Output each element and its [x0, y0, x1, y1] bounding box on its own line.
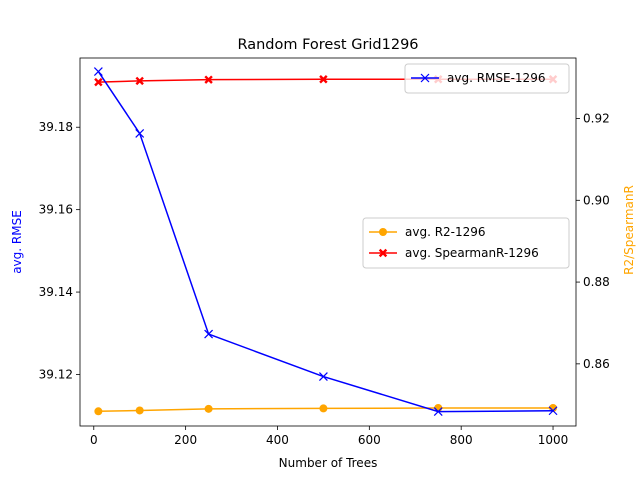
rmse-series-point: [204, 329, 214, 339]
y-right-tick-label: 0.86: [583, 357, 610, 371]
plot-area: 0 200 400 600 800 1000 39.12 39.14 39.16 39.18 0.8…: [39, 57, 610, 447]
legend-swatch-marker: [378, 248, 388, 258]
x-marker-stroke: [548, 406, 558, 416]
legend-swatch-marker: [420, 73, 430, 83]
x-tick-label: 1000: [538, 433, 569, 447]
r2-series-point: [319, 404, 328, 413]
spearman-series-point: [135, 76, 144, 86]
spearman-series-point: [319, 75, 328, 84]
legend-box: [362, 217, 570, 269]
legend-label: avg. RMSE-1296: [447, 71, 545, 85]
rmse-series-point: [548, 406, 558, 416]
chart-title: Random Forest Grid1296: [237, 37, 418, 53]
x-axis-title: Number of Trees: [279, 456, 378, 470]
y-left-tick-label: 39.18: [39, 120, 73, 134]
x-tick-label: 600: [358, 433, 381, 447]
rmse-series-point: [93, 67, 103, 77]
y-right-tick-label: 0.88: [583, 275, 610, 289]
legend-right-axis: avg. R2-1296 avg. SpearmanR-1296: [362, 217, 570, 269]
x-marker-stroke: [204, 329, 214, 339]
y-left-tick-label: 39.12: [39, 367, 73, 381]
x-marker-stroke: [318, 372, 328, 381]
spearman-series-point: [204, 75, 213, 84]
x-tick-label: 800: [450, 433, 473, 447]
x-marker-stroke: [433, 407, 443, 417]
r2-series-point: [204, 404, 213, 413]
legend-label: avg. R2-1296: [405, 225, 486, 239]
spearman-series-point: [94, 77, 103, 87]
legend-left-axis: avg. RMSE-1296: [404, 63, 570, 94]
rmse-series-point: [318, 372, 328, 381]
y-right-tick-label: 0.92: [583, 112, 610, 126]
r2-series-point: [549, 404, 558, 413]
rmse-series-point: [433, 407, 443, 417]
x-marker-stroke: [93, 67, 103, 77]
y-left-tick-label: 39.14: [39, 285, 73, 299]
plot-frame: [79, 57, 577, 427]
legend-box: [404, 63, 570, 94]
rmse-series-point: [135, 128, 145, 138]
r2-series-point: [135, 406, 144, 415]
y-axis-right-title: R2/SpearmanR: [622, 185, 636, 275]
x-marker-stroke: [420, 73, 430, 83]
rmse-series-line: [97, 71, 554, 413]
x-marker-stroke: [135, 128, 145, 138]
legend-label: avg. SpearmanR-1296: [405, 246, 539, 260]
y-axis-left-title: avg. RMSE: [10, 210, 24, 274]
x-tick-label: 0: [90, 433, 98, 447]
y-left-tick-label: 39.16: [39, 203, 73, 217]
x-tick-label: 400: [266, 433, 289, 447]
legend-swatch-marker: [379, 228, 387, 236]
y-right-tick-label: 0.90: [583, 193, 610, 207]
r2-series-line: [98, 407, 554, 413]
x-tick-label: 200: [174, 433, 197, 447]
r2-series-point: [94, 407, 103, 416]
